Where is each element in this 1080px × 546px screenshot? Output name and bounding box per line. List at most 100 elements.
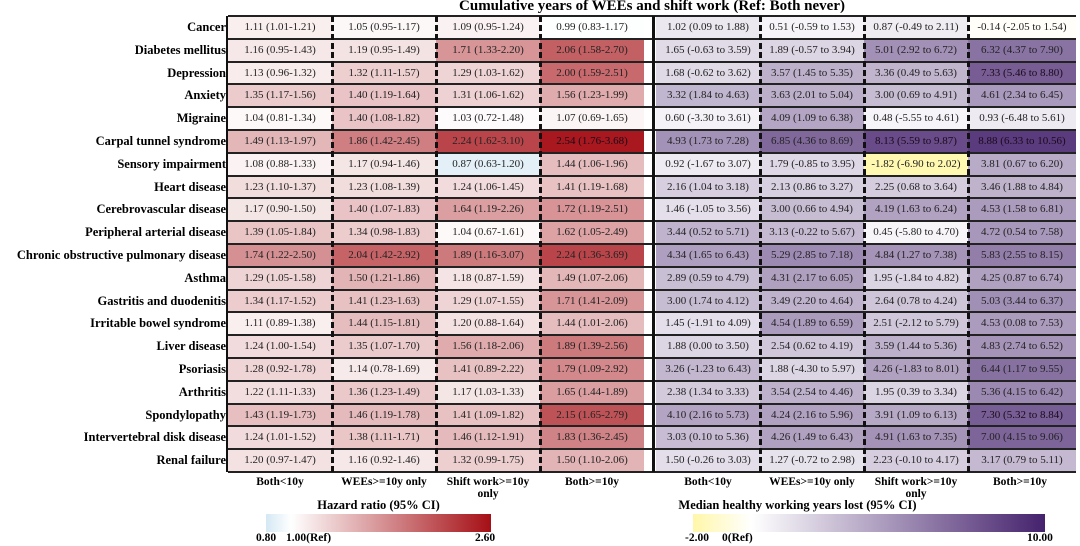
hazard-ratio-cell: 1.03 (0.72-1.48) (436, 107, 540, 130)
column-divider (435, 16, 438, 472)
years-lost-cell: 1.02 (0.09 to 1.88) (656, 16, 760, 39)
hazard-ratio-cell: 1.49 (1.07-2.06) (540, 266, 644, 290)
hazard-ratio-cell: 1.50 (1.10-2.06) (540, 449, 644, 472)
row-label: Psoriasis (178, 362, 226, 376)
hazard-ratio-cell: 1.04 (0.67-1.61) (436, 221, 540, 244)
row-label: Heart disease (154, 179, 226, 194)
hazard-ratio-cell: 1.29 (1.05-1.58) (228, 266, 332, 290)
hazard-ratio-cell: 1.44 (1.15-1.81) (332, 312, 436, 336)
years-lost-cell: 1.45 (-1.91 to 4.09) (656, 312, 760, 336)
hazard-ratio-cell: 1.56 (1.23-1.99) (540, 84, 644, 108)
hazard-ratio-cell: 1.64 (1.19-2.26) (436, 198, 540, 222)
column-divider (331, 16, 334, 472)
years-lost-cell: 1.95 (0.39 to 3.34) (864, 380, 968, 404)
row-label: Liver disease (156, 339, 226, 354)
years-lost-cell: 3.03 (0.10 to 5.36) (656, 426, 760, 450)
column-divider (539, 16, 542, 472)
row-label: Chronic obstructive pulmonary disease (16, 248, 226, 262)
years-lost-cell: 3.26 (-1.23 to 6.43) (656, 358, 760, 381)
row-label: Migraine (176, 111, 226, 126)
hazard-ratio-cell: 1.36 (1.23-1.49) (332, 380, 436, 404)
row-label: Cerebrovascular disease (96, 202, 226, 217)
column-label: Both<10y (256, 476, 304, 488)
hazard-ratio-cell: 1.13 (0.96-1.32) (228, 61, 332, 85)
years-lost-cell: 1.27 (-0.72 to 2.98) (760, 449, 864, 472)
row-label: Anxiety (184, 88, 226, 103)
years-lost-cell: 3.81 (0.67 to 6.20) (968, 152, 1076, 176)
hazard-ratio-cell: 1.17 (0.90-1.50) (228, 198, 332, 222)
hazard-ratio-cell: 1.24 (1.01-1.52) (228, 426, 332, 450)
panel-border (652, 16, 655, 472)
legend-hr-tick-ref: 1.00(Ref) (286, 532, 332, 544)
years-lost-cell: 2.64 (0.78 to 4.24) (864, 289, 968, 313)
hazard-ratio-cell: 1.44 (1.06-1.96) (540, 152, 644, 176)
years-lost-cell: 5.03 (3.44 to 6.37) (968, 289, 1076, 313)
hazard-ratio-cell: 1.39 (1.05-1.84) (228, 221, 332, 244)
hazard-ratio-cell: 1.41 (1.19-1.68) (540, 175, 644, 199)
column-label: Both>=10y (564, 476, 619, 488)
years-lost-cell: 0.51 (-0.59 to 1.53) (760, 16, 864, 39)
column-divider (967, 16, 970, 472)
years-lost-cell: 4.83 (2.74 to 6.52) (968, 335, 1076, 358)
years-lost-cell: 3.13 (-0.22 to 5.67) (760, 221, 864, 244)
years-lost-cell: 6.44 (1.17 to 9.55) (968, 358, 1076, 381)
hazard-ratio-cell: 1.56 (1.18-2.06) (436, 335, 540, 358)
years-lost-cell: 4.09 (1.09 to 6.38) (760, 107, 864, 130)
years-lost-cell: 1.88 (0.00 to 3.50) (656, 335, 760, 358)
row-divider (228, 471, 1076, 473)
row-label: Carpal tunnel syndrome (95, 134, 226, 148)
years-lost-cell: 3.57 (1.45 to 5.35) (760, 61, 864, 85)
hazard-ratio-cell: 1.20 (0.88-1.64) (436, 312, 540, 336)
hazard-ratio-cell: 1.72 (1.19-2.51) (540, 198, 644, 222)
hazard-ratio-cell: 1.22 (1.11-1.33) (228, 380, 332, 404)
hazard-ratio-cell: 1.74 (1.22-2.50) (228, 244, 332, 267)
hazard-ratio-cell: 0.87 (0.63-1.20) (436, 152, 540, 176)
legend-years-tick-min: -2.00 (685, 532, 709, 544)
years-lost-cell: 4.54 (1.89 to 6.59) (760, 312, 864, 336)
years-lost-cell: 0.60 (-3.30 to 3.61) (656, 107, 760, 130)
years-lost-cell: 2.23 (-0.10 to 4.17) (864, 449, 968, 472)
years-lost-cell: 4.19 (1.63 to 6.24) (864, 198, 968, 222)
hazard-ratio-cell: 1.32 (1.11-1.57) (332, 61, 436, 85)
years-lost-cell: 5.29 (2.85 to 7.18) (760, 244, 864, 267)
years-lost-cell: 4.53 (0.08 to 7.53) (968, 312, 1076, 336)
hazard-ratio-cell: 1.40 (1.08-1.82) (332, 107, 436, 130)
hazard-ratio-cell: 1.28 (0.92-1.78) (228, 358, 332, 381)
legend-hr-tick-min: 0.80 (256, 532, 277, 544)
years-lost-cell: 3.00 (1.74 to 4.12) (656, 289, 760, 313)
hazard-ratio-cell: 1.24 (1.00-1.54) (228, 335, 332, 358)
column-divider (759, 16, 762, 472)
years-lost-cell: 7.30 (5.32 to 8.84) (968, 403, 1076, 427)
hazard-ratio-cell: 1.08 (0.88-1.33) (228, 152, 332, 176)
row-label: Cancer (187, 20, 226, 34)
hazard-ratio-cell: 1.20 (0.97-1.47) (228, 449, 332, 472)
hazard-ratio-cell: 1.83 (1.36-2.45) (540, 426, 644, 450)
years-lost-cell: 3.00 (0.66 to 4.94) (760, 198, 864, 222)
hazard-ratio-cell: 1.07 (0.69-1.65) (540, 107, 644, 130)
years-lost-cell: 7.00 (4.15 to 9.06) (968, 426, 1076, 450)
hazard-ratio-cell: 1.17 (1.03-1.33) (436, 380, 540, 404)
years-lost-cell: 3.91 (1.09 to 6.13) (864, 403, 968, 427)
years-lost-cell: 1.88 (-4.30 to 5.97) (760, 358, 864, 381)
legend-hr-colorbar (266, 514, 491, 532)
hazard-ratio-cell: 1.17 (0.94-1.46) (332, 152, 436, 176)
column-label: WEEs>=10y only (341, 476, 427, 488)
hazard-ratio-cell: 2.15 (1.65-2.79) (540, 403, 644, 427)
hazard-ratio-cell: 1.11 (0.89-1.38) (228, 312, 332, 336)
years-lost-cell: 3.17 (0.79 to 5.11) (968, 449, 1076, 472)
row-label: Renal failure (156, 453, 226, 468)
years-lost-cell: 4.26 (-1.83 to 8.01) (864, 358, 968, 381)
years-lost-cell: 2.51 (-2.12 to 5.79) (864, 312, 968, 336)
legend-years-tick-max: 10.00 (1027, 532, 1053, 544)
row-label: Asthma (184, 270, 226, 285)
years-lost-cell: 1.50 (-0.26 to 3.03) (656, 449, 760, 472)
years-lost-cell: 3.54 (2.54 to 4.46) (760, 380, 864, 404)
legend-years-title: Median healthy working years lost (95% C… (678, 498, 917, 512)
row-label: Peripheral arterial disease (85, 225, 226, 240)
years-lost-cell: 3.00 (0.69 to 4.91) (864, 84, 968, 108)
hazard-ratio-cell: 1.16 (0.95-1.43) (228, 38, 332, 62)
years-lost-cell: 4.24 (2.16 to 5.96) (760, 403, 864, 427)
legend-hr-title: Hazard ratio (95% CI) (317, 498, 440, 512)
row-label: Spondylopathy (145, 407, 226, 422)
years-lost-cell: 2.25 (0.68 to 3.64) (864, 175, 968, 199)
